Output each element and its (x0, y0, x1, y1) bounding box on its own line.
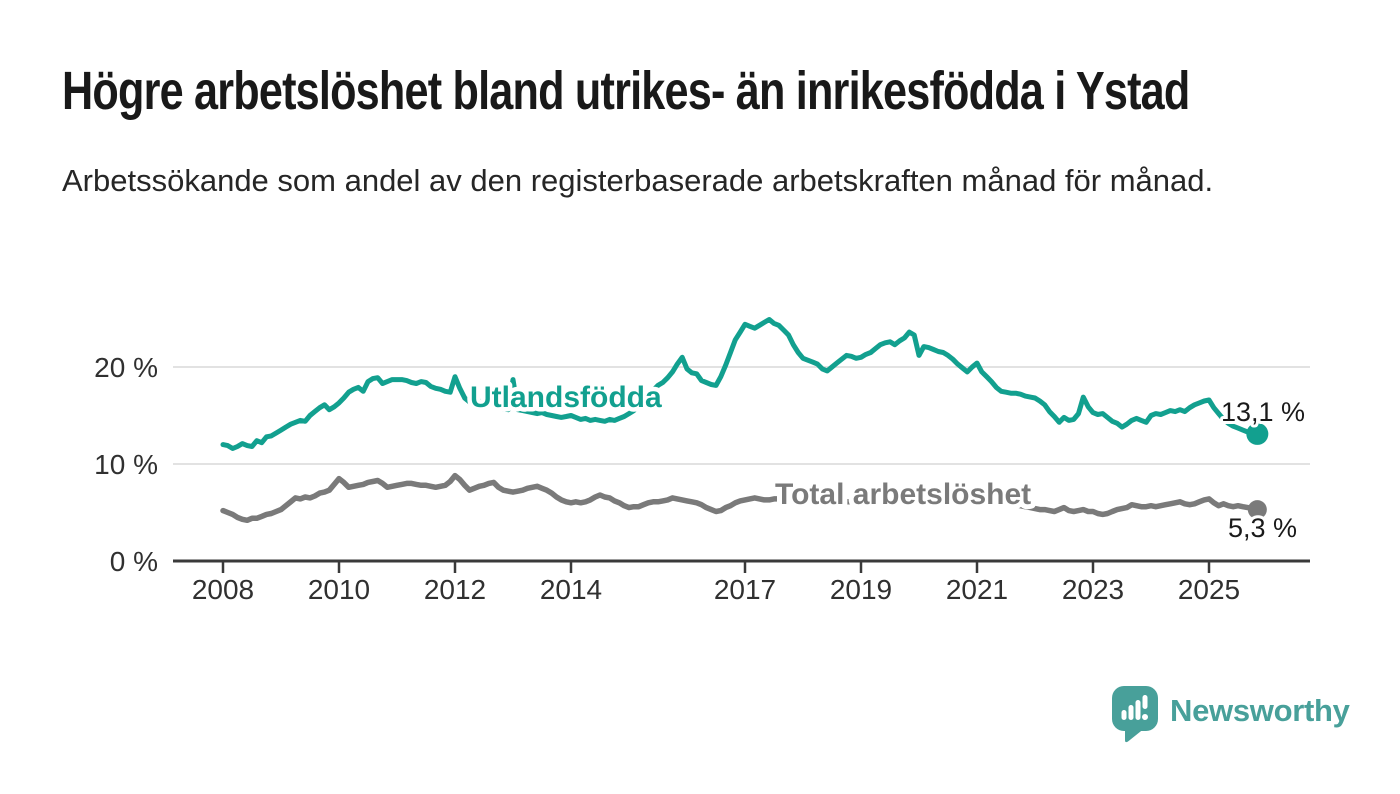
y-tick-label-10: 10 % (94, 449, 158, 480)
x-tick-label-2023: 2023 (1062, 574, 1124, 605)
x-tick-label-2025: 2025 (1178, 574, 1240, 605)
series-line-utlandsfodda (220, 317, 1260, 451)
series-line-total (220, 472, 1261, 524)
series-end-value-utlandsfodda: 13,1 % (1221, 397, 1305, 427)
newsworthy-brand-text: Newsworthy (1170, 693, 1350, 728)
logo-bar-small (1121, 710, 1127, 720)
y-tick-label-0: 0 % (110, 546, 158, 577)
logo-bar-tall (1135, 700, 1141, 720)
logo-exclamation-dot (1142, 714, 1148, 720)
x-tick-label-2008: 2008 (192, 574, 254, 605)
newsworthy-logo: Newsworthy (1112, 686, 1350, 744)
y-tick-label-20: 20 % (94, 352, 158, 383)
x-tick-label-2014: 2014 (540, 574, 602, 605)
chart-subtitle: Arbetssökande som andel av den registerb… (62, 163, 1214, 198)
x-tick-label-2012: 2012 (424, 574, 486, 605)
x-tick-label-2017: 2017 (714, 574, 776, 605)
logo-exclamation-bar (1142, 695, 1148, 709)
x-tick-label-2019: 2019 (830, 574, 892, 605)
series-end-dot-utlandsfodda (1246, 422, 1269, 445)
logo-bubble-tail (1125, 728, 1143, 743)
series-end-dot-total (1247, 500, 1267, 520)
series-label-utlandsfodda: Utlandsfödda (470, 381, 662, 414)
page-title: Högre arbetslöshet bland utrikes- än inr… (62, 61, 1190, 121)
x-tick-label-2010: 2010 (308, 574, 370, 605)
logo-bar-medium (1128, 705, 1134, 720)
x-tick-label-2021: 2021 (946, 574, 1008, 605)
newsworthy-logo-icon (1112, 686, 1158, 743)
series-label-total: Total arbetslöshet (775, 478, 1031, 511)
logo-bubble (1112, 686, 1158, 731)
series-end-value-total: 5,3 % (1228, 513, 1297, 543)
